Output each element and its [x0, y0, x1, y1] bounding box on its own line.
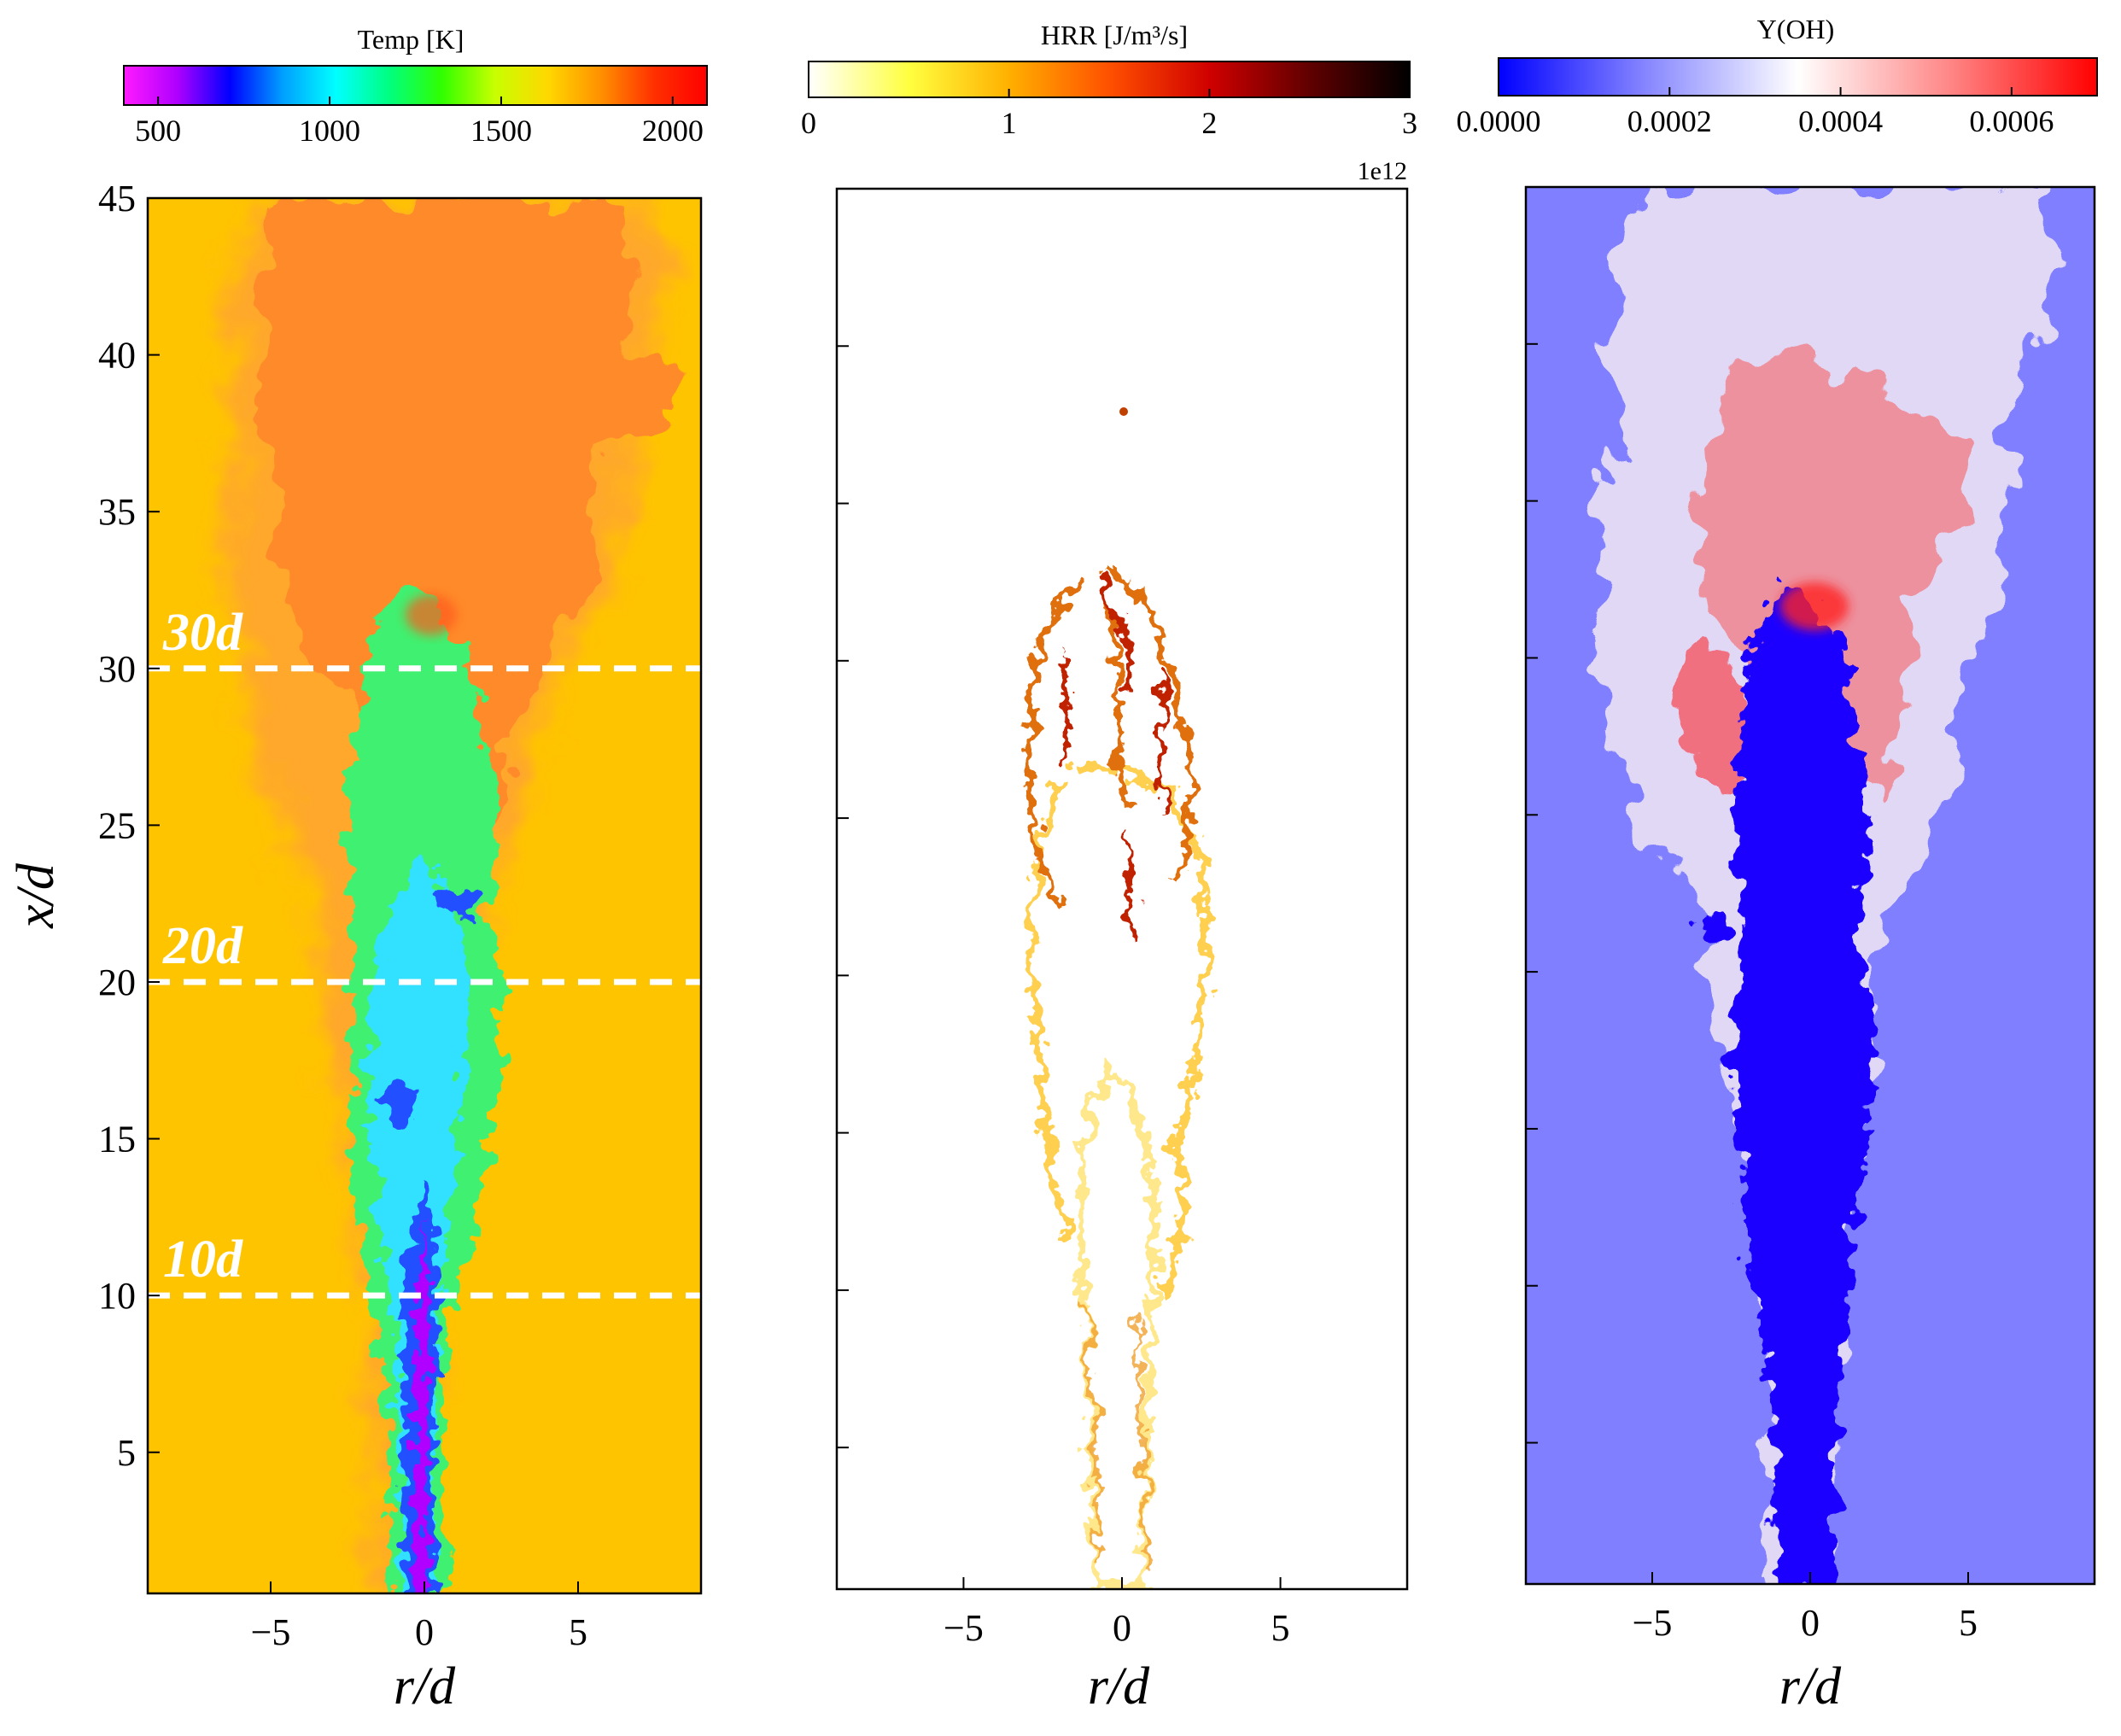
colorbar-hrr-ticks: 0 1 2 3	[801, 89, 1417, 140]
oh-fuel-core	[1733, 589, 1873, 1584]
colorbar-tick-label: 0.0004	[1798, 104, 1883, 138]
panel-oh: −5 0 5 r/d	[1524, 185, 2096, 1716]
y-tick-label: 10	[98, 1275, 136, 1317]
hrr-flame-strong	[1060, 579, 1169, 941]
temperature-fuel-core-center	[413, 1221, 430, 1593]
x-tick-label: 5	[1959, 1602, 1978, 1644]
colorbar-temp: Temp [K] 500 1000 1500 2000	[123, 24, 708, 148]
hrr-flame-speckle	[1082, 1297, 1151, 1572]
hrr-y-ticks	[837, 345, 849, 1449]
colorbar-tick-label: 1	[1002, 106, 1017, 140]
colorbar-tick-label: 2000	[642, 114, 704, 148]
colorbar-tick-label: 1000	[299, 114, 360, 148]
y-tick-label: 25	[98, 804, 136, 846]
colorbar-hrr-title: HRR [J/m³/s]	[1041, 20, 1188, 50]
oh-plume-red-low	[1689, 649, 1753, 790]
temperature-y-ticks: 5 10 15 20 25 30 35 40 45	[98, 178, 160, 1474]
reference-lines: 10d 20d 30d	[148, 604, 701, 1299]
y-tick-label: 5	[117, 1432, 136, 1474]
y-tick-label: 40	[98, 335, 136, 377]
hrr-kernel	[1119, 407, 1128, 416]
temperature-x-axis-label: r/d	[394, 1657, 456, 1716]
oh-hot-pocket	[1780, 582, 1849, 630]
oh-x-axis-label: r/d	[1779, 1657, 1842, 1716]
oh-pocket	[1701, 919, 1732, 943]
temperature-plume-lobe	[256, 384, 359, 504]
temperature-plume-lobe	[555, 350, 675, 453]
x-tick-label: 0	[415, 1611, 434, 1653]
temperature-cold-pocket	[384, 1078, 418, 1125]
y-tick-label: 15	[98, 1119, 136, 1160]
panel-heat-release-rate: 1e12 −5 0 5 r/d	[835, 157, 1409, 1716]
x-tick-label: −5	[944, 1607, 984, 1649]
colorbar-tick-label: 0.0002	[1627, 104, 1712, 138]
x-tick-label: 5	[569, 1611, 587, 1653]
colorbar-tick-label: 0.0006	[1969, 104, 2054, 138]
oh-x-ticks: −5 0 5	[1633, 1572, 1978, 1644]
x-tick-label: 5	[1271, 1607, 1290, 1649]
colorbar-temp-title: Temp [K]	[358, 24, 465, 55]
reference-line-label: 20d	[162, 917, 243, 975]
temperature-hot-spot	[406, 594, 457, 635]
panel-temperature: 10d 20d 30d 5 10 15 20 25 30 35 40 45 −5 0 5 x/d r/d	[7, 178, 703, 1716]
x-tick-label: 0	[1113, 1607, 1131, 1649]
colorbar-oh: Y(OH) 0.0000 0.0002 0.0004 0.0006	[1457, 14, 2098, 138]
colorbar-hrr: HRR [J/m³/s] 0 1 2 3	[801, 20, 1417, 140]
colorbar-temp-bar	[123, 65, 708, 106]
temperature-cold-pocket	[435, 890, 479, 921]
colorbar-oh-bar	[1498, 57, 2098, 96]
hrr-flame-top	[1026, 568, 1195, 908]
colorbar-hrr-bar	[808, 61, 1411, 98]
colorbar-tick-label: 0	[801, 106, 816, 140]
colorbar-tick-label: 2	[1201, 106, 1217, 140]
temperature-field	[223, 198, 675, 1593]
hrr-background	[837, 189, 1407, 1589]
y-tick-label: 20	[98, 962, 136, 1003]
colorbar-oh-ticks: 0.0000 0.0002 0.0004 0.0006	[1457, 87, 2054, 138]
x-tick-label: 0	[1801, 1602, 1820, 1644]
colorbar-temp-ticks: 500 1000 1500 2000	[135, 96, 704, 148]
colorbar-tick-label: 3	[1402, 106, 1417, 140]
reference-line-label: 30d	[162, 604, 243, 662]
hrr-scale-label: 1e12	[1358, 157, 1407, 185]
hrr-x-ticks: −5 0 5	[944, 1577, 1290, 1649]
temperature-x-ticks: −5 0 5	[251, 1581, 587, 1653]
hrr-field	[1026, 407, 1211, 1589]
colorbar-tick-label: 0.0000	[1457, 104, 1541, 138]
y-tick-label: 30	[98, 648, 136, 690]
y-tick-label: 45	[98, 178, 136, 219]
y-axis-label: x/d	[7, 862, 65, 929]
y-tick-label: 35	[98, 491, 136, 533]
colorbar-oh-title: Y(OH)	[1757, 14, 1835, 44]
colorbar-tick-label: 500	[135, 114, 181, 148]
hrr-x-axis-label: r/d	[1088, 1657, 1150, 1716]
colorbar-tick-label: 1500	[470, 114, 532, 148]
oh-field	[1596, 187, 2055, 1584]
x-tick-label: −5	[1633, 1602, 1673, 1644]
hrr-flame-low	[1077, 1060, 1160, 1589]
reference-line-label: 10d	[163, 1230, 243, 1289]
x-tick-label: −5	[251, 1611, 291, 1653]
oh-y-ticks	[1526, 342, 1538, 1444]
temperature-plume-inner	[261, 198, 634, 905]
